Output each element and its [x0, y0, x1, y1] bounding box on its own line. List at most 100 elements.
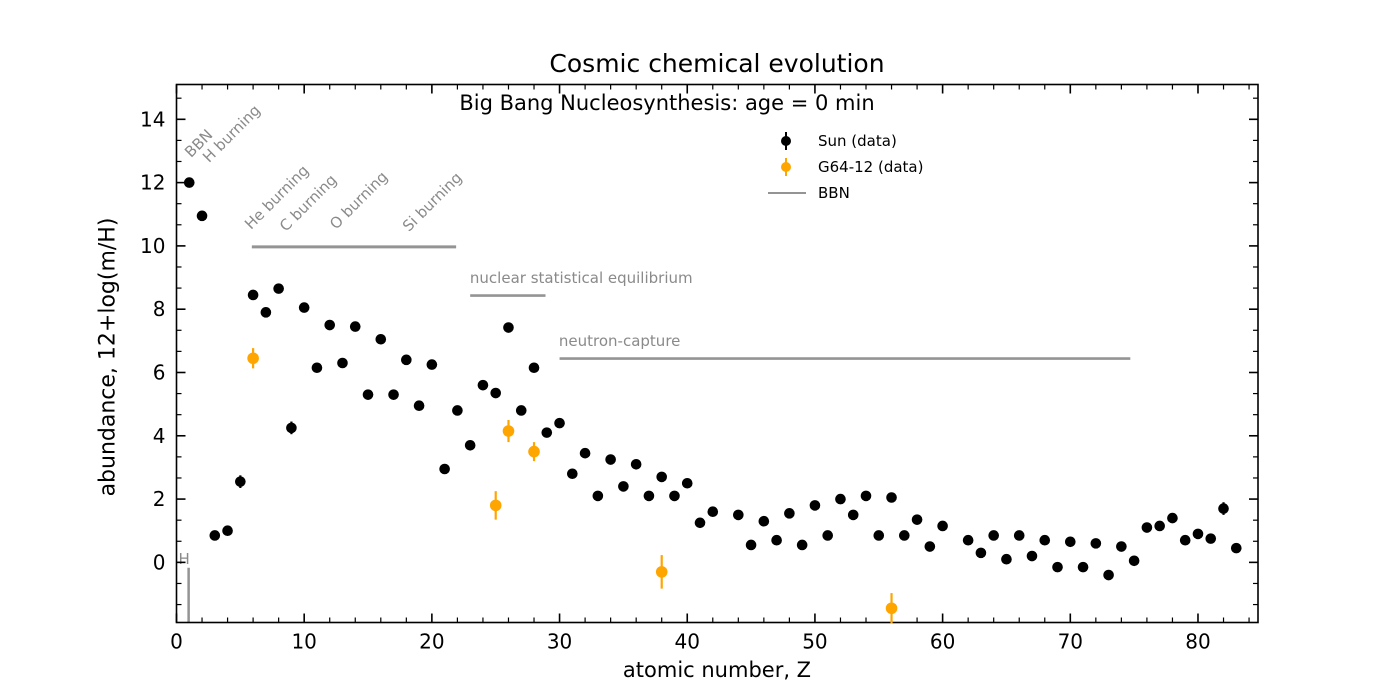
- sun-point: [1090, 538, 1102, 549]
- sun-point: [707, 506, 719, 518]
- annotation-label: neutron-capture: [559, 332, 680, 350]
- x-tick-label: 60: [930, 630, 955, 654]
- y-tick-label: 14: [140, 107, 165, 131]
- sun-point: [962, 534, 974, 546]
- sun-point: [579, 447, 591, 459]
- sun-point: [528, 362, 540, 374]
- sun-point: [1179, 534, 1191, 546]
- x-tick-label: 40: [675, 630, 700, 654]
- sun-point: [669, 490, 680, 502]
- sun-point: [515, 405, 527, 416]
- legend-item-sun: Sun (data): [766, 128, 923, 154]
- sun-point: [618, 481, 629, 492]
- sun-point: [388, 389, 399, 400]
- y-tick-label: 4: [153, 424, 166, 448]
- sun-point: [1013, 530, 1025, 541]
- y-tick-label: 2: [153, 487, 166, 511]
- legend-label-sun: Sun (data): [818, 132, 897, 150]
- sun-point: [630, 458, 642, 470]
- sun-point: [1001, 553, 1012, 565]
- sun-point: [311, 362, 323, 374]
- sun-point: [758, 515, 770, 527]
- sun-point: [911, 514, 923, 525]
- sun-point: [1205, 533, 1217, 544]
- sun-point: [847, 509, 859, 521]
- sun-point: [503, 322, 514, 333]
- sun-point: [426, 359, 438, 370]
- sun-point: [247, 289, 259, 301]
- sun-point: [924, 541, 936, 552]
- x-axis-label: atomic number, Z: [622, 658, 812, 682]
- sun-point: [567, 468, 578, 480]
- sun-point: [899, 530, 910, 541]
- sun-point: [988, 530, 999, 541]
- sun-point: [1077, 561, 1089, 573]
- sun-point: [1052, 561, 1063, 573]
- sun-point: [937, 520, 948, 532]
- sun-point: [477, 379, 489, 391]
- sun-point: [554, 417, 565, 429]
- sun-point: [886, 492, 897, 503]
- legend: Sun (data) G64-12 (data) BBN: [766, 128, 923, 206]
- g64-12-point: [655, 566, 668, 578]
- sun-point: [745, 539, 757, 551]
- sun-point: [643, 490, 655, 502]
- sun-point: [809, 500, 821, 511]
- sun-point: [656, 471, 668, 483]
- sun-point: [260, 307, 272, 318]
- sun-point: [796, 539, 808, 551]
- sun-point: [273, 283, 284, 294]
- sun-point: [784, 508, 795, 519]
- sun-point: [1192, 528, 1204, 540]
- sun-point: [324, 319, 336, 331]
- x-tick-label: 70: [1058, 630, 1083, 654]
- bbn-h-label: H: [178, 550, 189, 568]
- legend-item-bbn: BBN: [766, 180, 923, 206]
- g64-12-point: [247, 352, 259, 365]
- chart-title: Cosmic chemical evolution: [549, 49, 885, 78]
- sun-point: [337, 357, 348, 369]
- sun-point: [1026, 550, 1038, 562]
- sun-point: [860, 490, 872, 502]
- sun-point: [439, 463, 450, 475]
- x-tick-label: 80: [1185, 630, 1210, 654]
- sun-point: [835, 493, 846, 505]
- sun-point: [1128, 555, 1140, 567]
- sun-point: [362, 389, 374, 400]
- x-tick-label: 0: [170, 630, 183, 654]
- sun-point: [298, 302, 310, 313]
- sun-point: [452, 405, 463, 416]
- x-tick-label: 20: [419, 630, 444, 654]
- y-tick-label: 10: [140, 234, 165, 258]
- g64-errorbar-marker-icon: [781, 158, 791, 176]
- sun-errorbar-marker-icon: [781, 132, 791, 150]
- annotation-label: nuclear statistical equilibrium: [470, 269, 693, 287]
- y-tick-label: 6: [153, 360, 166, 384]
- sun-point: [873, 530, 885, 541]
- sun-point: [975, 547, 987, 559]
- sun-point: [1116, 541, 1127, 552]
- sun-point: [733, 509, 744, 521]
- legend-label-g64-12: G64-12 (data): [818, 158, 924, 176]
- sun-point: [681, 477, 693, 489]
- g64-12-point: [528, 445, 540, 458]
- sun-point: [1230, 542, 1242, 554]
- sun-point: [605, 454, 616, 465]
- sun-point: [822, 530, 833, 541]
- sun-point: [401, 354, 412, 366]
- sun-point: [490, 387, 502, 399]
- sun-point: [771, 534, 782, 546]
- sun-point: [592, 490, 604, 502]
- annotation-label-rotated: Si burning: [399, 169, 466, 236]
- annotation-label-rotated: O burning: [326, 168, 391, 233]
- sun-point: [222, 525, 233, 537]
- sun-point: [1167, 512, 1178, 524]
- legend-item-g64-12: G64-12 (data): [766, 154, 923, 180]
- sun-point: [209, 530, 221, 541]
- sun-point: [694, 517, 706, 529]
- plot-frame: [175, 83, 1259, 624]
- sun-point: [413, 400, 425, 412]
- sun-point: [1065, 536, 1076, 548]
- sun-point: [349, 321, 361, 332]
